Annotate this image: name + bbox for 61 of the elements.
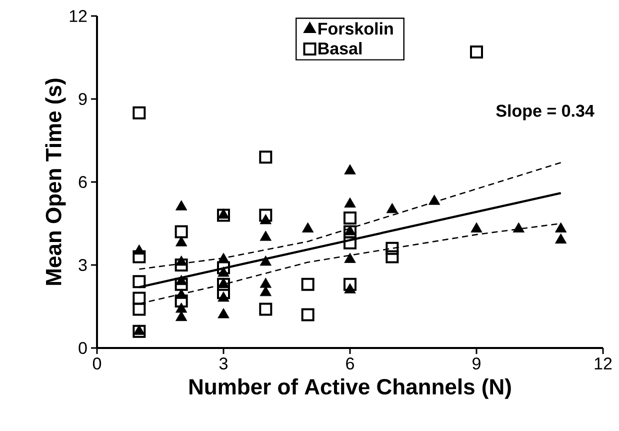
point: [344, 236, 357, 250]
point: [217, 278, 230, 291]
point: [217, 286, 230, 300]
y-axis-title: Mean Open Time (s): [45, 78, 66, 285]
point: [133, 324, 145, 335]
point: [512, 222, 524, 232]
point: [259, 208, 272, 222]
annotation: Slope = 0.34: [496, 104, 594, 120]
x-tick-label: 12: [594, 358, 612, 370]
point: [174, 258, 188, 272]
point: [555, 222, 567, 232]
point: [386, 242, 399, 255]
point: [301, 278, 314, 291]
y-tick-label: 0: [78, 342, 87, 354]
point: [470, 45, 484, 58]
point: [344, 211, 357, 224]
point: [217, 261, 230, 274]
point: [176, 200, 188, 210]
x-tick-label: 0: [92, 358, 102, 370]
x-tick-label: 9: [472, 358, 480, 370]
point: [344, 225, 357, 238]
point: [174, 225, 188, 238]
point: [344, 278, 357, 291]
point: [344, 164, 356, 174]
point: [132, 106, 146, 120]
x-tick-label: 6: [346, 358, 354, 370]
y-tick-label: 12: [70, 10, 87, 22]
y-tick-label: 6: [78, 176, 87, 188]
point: [386, 250, 399, 264]
point: [428, 194, 440, 205]
point: [132, 275, 146, 288]
point: [470, 222, 482, 232]
y-tick-label: 3: [78, 258, 87, 272]
point: [174, 294, 188, 308]
y-tick-label: 9: [78, 92, 87, 106]
point: [174, 278, 188, 291]
point: [132, 302, 146, 316]
point: [260, 278, 272, 288]
point: [132, 250, 146, 264]
point: [132, 324, 146, 338]
point: [386, 202, 398, 214]
point: [344, 252, 356, 263]
legend-label: Forskolin: [318, 22, 393, 35]
point: [344, 225, 356, 236]
point: [259, 150, 272, 164]
point: [555, 233, 567, 244]
point: [132, 292, 146, 305]
point: [218, 308, 230, 318]
point: [259, 302, 272, 316]
point: [260, 256, 272, 266]
point: [344, 197, 356, 208]
x-tick-label: 3: [219, 358, 228, 370]
point: [301, 308, 314, 322]
line-series: [138, 162, 562, 270]
point: [218, 208, 230, 219]
point: [176, 236, 188, 246]
legend-label: Basal: [318, 42, 362, 55]
x-axis-title: Number of Active Channels (N): [190, 378, 511, 399]
point: [217, 208, 230, 222]
point: [260, 230, 272, 241]
point: [302, 222, 314, 232]
